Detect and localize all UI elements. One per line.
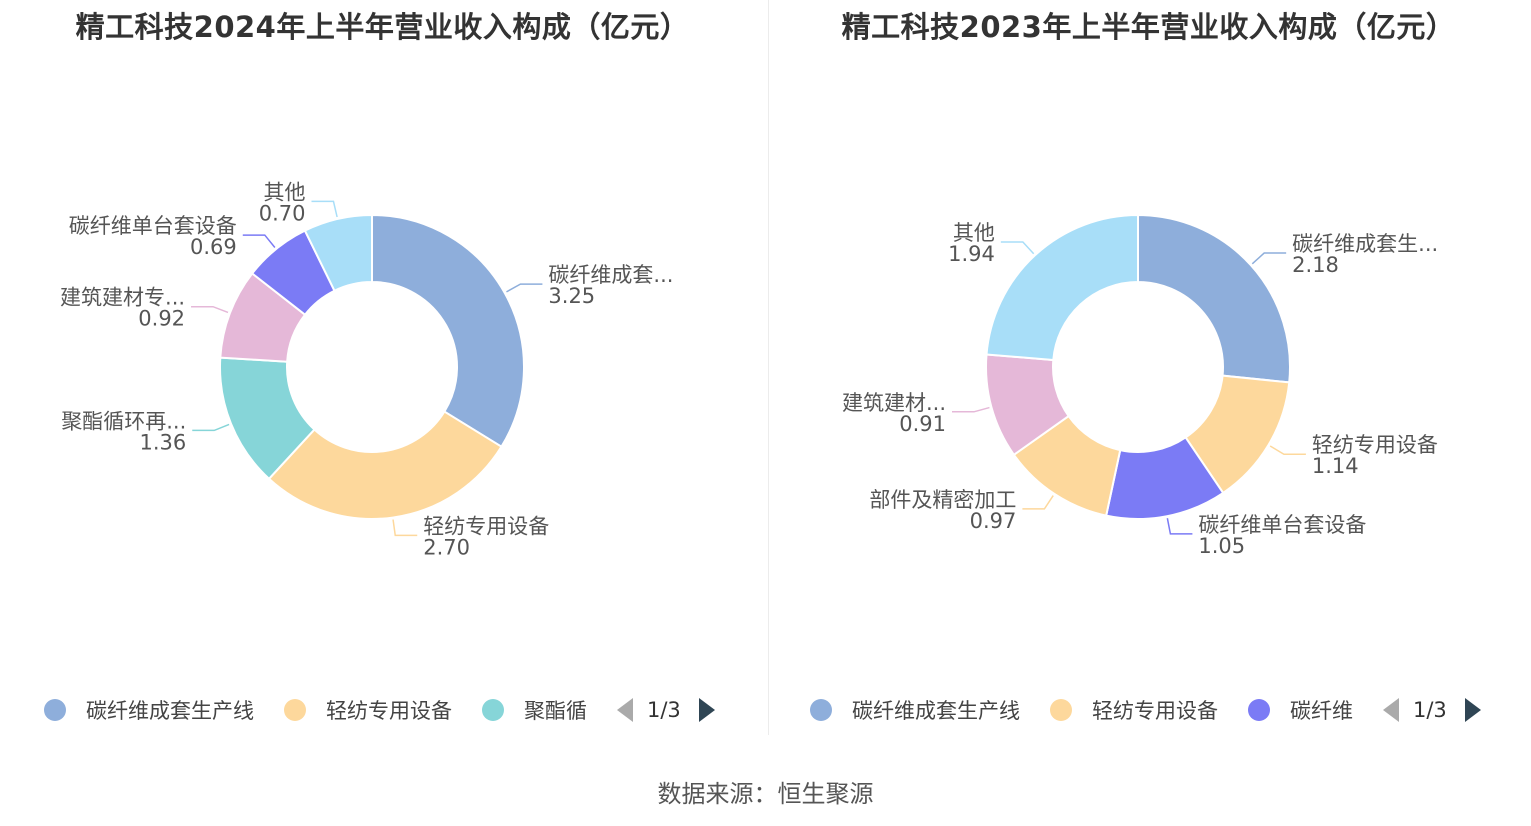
legend-marker	[44, 699, 66, 721]
slice-label: 建筑建材...	[842, 391, 946, 415]
slice-value-label: 1.14	[1312, 454, 1359, 478]
legend-page-indicator: 1/3	[647, 698, 681, 722]
prev-page-icon[interactable]	[617, 698, 633, 722]
slice-leader-line	[1251, 252, 1287, 265]
next-page-icon[interactable]	[1464, 698, 1481, 722]
slice-label: 轻纺专用设备	[423, 514, 549, 538]
slice-leader-line	[952, 406, 990, 413]
chart-title: 精工科技2023年上半年营业收入构成（亿元）	[841, 10, 1456, 44]
slice-label: 碳纤维单台套设备	[69, 214, 237, 238]
slice-label: 碳纤维成套...	[548, 263, 673, 287]
slice-value-label: 3.25	[548, 284, 595, 308]
legend-label: 碳纤维成套生产线	[86, 699, 254, 723]
slice-label: 碳纤维单台套设备	[1198, 513, 1366, 537]
legend-item[interactable]: 聚酯循	[482, 695, 587, 725]
legend-marker	[482, 699, 504, 721]
slice-label: 碳纤维成套生...	[1292, 232, 1438, 256]
slice-leader-line	[1000, 241, 1035, 255]
legend-pager: 1/3	[1383, 698, 1481, 722]
legend: 碳纤维成套生产线 轻纺专用设备 碳纤维 1/3	[810, 690, 1481, 730]
panel-divider	[768, 0, 769, 735]
slice-label: 其他	[953, 221, 995, 245]
slice-value-label: 1.94	[948, 242, 995, 266]
slice-leader-line	[191, 305, 229, 314]
slice-leader-line	[1269, 445, 1306, 455]
slice-leader-line	[242, 234, 276, 248]
legend-item[interactable]: 轻纺专用设备	[1050, 695, 1218, 725]
slice-leader-line	[506, 283, 543, 293]
legend-marker	[810, 699, 832, 721]
slice-value-label: 0.92	[138, 307, 185, 331]
slice-label: 建筑建材专...	[60, 286, 185, 310]
legend-label: 碳纤维成套生产线	[852, 699, 1020, 723]
slice-value-label: 2.70	[423, 535, 470, 559]
slice-leader-line	[392, 519, 418, 537]
slice-value-label: 0.91	[899, 412, 946, 436]
chart-panel-2023: 精工科技2023年上半年营业收入构成（亿元） 碳纤维成套生... 2.18 轻纺专用…	[766, 0, 1531, 740]
slice-value-label: 1.05	[1198, 534, 1245, 558]
slice-leader-line	[1166, 518, 1193, 535]
slice-label: 聚酯循环再...	[61, 409, 186, 433]
slice-leader-line	[1022, 495, 1054, 510]
next-page-icon[interactable]	[698, 698, 715, 722]
data-source-note: 数据来源：恒生聚源	[657, 780, 874, 808]
slice-label: 部件及精密加工	[869, 488, 1016, 512]
legend-marker	[1050, 699, 1072, 721]
slice-value-label: 2.18	[1292, 253, 1339, 277]
legend-page-indicator: 1/3	[1413, 698, 1447, 722]
chart-panel-2024: 精工科技2024年上半年营业收入构成（亿元） 碳纤维成套... 3.25 轻纺专用设…	[0, 0, 765, 740]
legend-label: 碳纤维	[1290, 699, 1353, 723]
prev-page-icon[interactable]	[1383, 698, 1399, 722]
slice-value-label: 0.70	[259, 201, 306, 225]
legend-item[interactable]: 碳纤维成套生产线	[44, 695, 254, 725]
slice-value-label: 0.69	[190, 235, 237, 259]
legend-item[interactable]: 碳纤维	[1248, 695, 1353, 725]
donut-slice[interactable]	[1137, 213, 1291, 384]
legend-item[interactable]: 轻纺专用设备	[284, 695, 452, 725]
slice-label: 其他	[263, 180, 305, 204]
donut-slice[interactable]	[267, 410, 503, 520]
donut-slice[interactable]	[985, 213, 1139, 362]
legend-label: 轻纺专用设备	[326, 699, 452, 723]
legend-marker	[1248, 699, 1270, 721]
legend-item[interactable]: 碳纤维成套生产线	[810, 695, 1020, 725]
slice-label: 轻纺专用设备	[1312, 433, 1438, 457]
slice-leader-line	[192, 423, 230, 432]
legend: 碳纤维成套生产线 轻纺专用设备 聚酯循 1/3	[44, 690, 715, 730]
legend-marker	[284, 699, 306, 721]
legend-pager: 1/3	[617, 698, 715, 722]
slice-value-label: 0.97	[970, 509, 1017, 533]
legend-label: 聚酯循	[524, 699, 587, 723]
donut-slice[interactable]	[303, 213, 373, 293]
donut-slice[interactable]	[371, 213, 525, 449]
legend-label: 轻纺专用设备	[1092, 699, 1218, 723]
slice-leader-line	[311, 200, 338, 218]
chart-title: 精工科技2024年上半年营业收入构成（亿元）	[75, 10, 690, 44]
slice-value-label: 1.36	[139, 430, 186, 454]
